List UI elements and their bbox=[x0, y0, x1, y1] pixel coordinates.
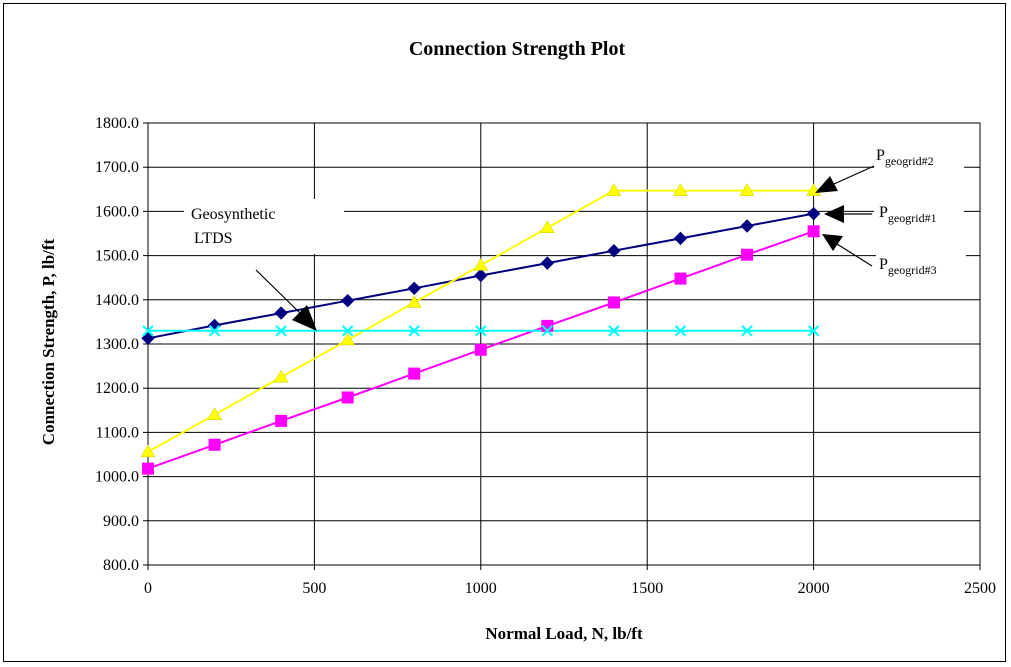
x-tick-label: 2500 bbox=[964, 580, 996, 597]
chart-frame: 800.0 900.0 1000.0 1100.0 1200.0 1300.0 1400.0… bbox=[3, 3, 1006, 662]
y-tick-label: 1800.0 bbox=[95, 115, 139, 132]
geogrid1-label: Pgeogrid#1 bbox=[879, 204, 937, 225]
data-point-ltds bbox=[142, 325, 154, 337]
ltds-arrow-line bbox=[255, 269, 303, 316]
data-point-ltds bbox=[608, 325, 620, 337]
tick-layer: 800.0 900.0 1000.0 1100.0 1200.0 1300.0 1400.0… bbox=[95, 115, 996, 597]
data-point-geogrid1 bbox=[607, 244, 621, 258]
y-tick-label: 800.0 bbox=[103, 557, 139, 574]
data-point-geogrid1 bbox=[274, 306, 288, 320]
geogrid3-label-bg bbox=[876, 255, 966, 285]
y-tick-label: 1200.0 bbox=[95, 380, 139, 397]
data-point-ltds bbox=[408, 325, 420, 337]
geogrid1-arrow-head bbox=[824, 205, 844, 223]
x-tick-label: 1000 bbox=[465, 580, 497, 597]
geogrid3-label: Pgeogrid#3 bbox=[879, 256, 937, 277]
y-tick-label: 1300.0 bbox=[95, 336, 139, 353]
data-point-ltds bbox=[208, 325, 221, 337]
data-point-geogrid2 bbox=[739, 183, 755, 196]
geogrid2-arrow-head bbox=[815, 176, 838, 193]
ltds-arrow-head bbox=[292, 305, 317, 331]
chart-svg: 800.0 900.0 1000.0 1100.0 1200.0 1300.0 1400.0… bbox=[39, 38, 996, 643]
x-tick-label: 2000 bbox=[798, 580, 830, 597]
y-tick-label: 900.0 bbox=[103, 513, 139, 530]
data-point-geogrid2 bbox=[273, 369, 289, 383]
data-point-geogrid1 bbox=[407, 281, 421, 296]
data-point-geogrid1 bbox=[340, 293, 355, 308]
data-point-geogrid2 bbox=[406, 294, 422, 308]
data-point-ltds bbox=[541, 325, 554, 337]
data-point-ltds bbox=[275, 325, 287, 337]
geogrid2-arrow-line bbox=[833, 165, 875, 185]
data-point-ltds bbox=[475, 325, 487, 337]
data-point-geogrid3 bbox=[275, 414, 288, 427]
y-tick-label: 1000.0 bbox=[95, 469, 139, 486]
geogrid1-label-bg bbox=[874, 200, 964, 230]
y-tick-label: 1400.0 bbox=[95, 292, 139, 309]
ltds-label-line2: LTDS bbox=[194, 230, 233, 247]
data-point-geogrid1 bbox=[673, 231, 688, 246]
data-point-geogrid3 bbox=[674, 272, 687, 285]
x-tick-label: 0 bbox=[144, 580, 152, 597]
y-tick-label: 1100.0 bbox=[96, 424, 139, 441]
data-point-geogrid2 bbox=[340, 332, 356, 346]
data-point-geogrid3 bbox=[341, 391, 354, 404]
data-point-geogrid1 bbox=[474, 268, 488, 283]
data-point-geogrid3 bbox=[408, 367, 421, 380]
data-point-geogrid2 bbox=[140, 444, 156, 458]
data-point-geogrid3 bbox=[741, 248, 754, 261]
geogrid2-label: Pgeogrid#2 bbox=[876, 147, 934, 168]
data-point-geogrid3 bbox=[142, 462, 154, 475]
data-point-ltds bbox=[341, 325, 354, 337]
data-point-geogrid1 bbox=[806, 206, 821, 221]
ltds-label-bg bbox=[184, 199, 344, 254]
chart-title: Connection Strength Plot bbox=[409, 38, 626, 60]
y-tick-label: 1500.0 bbox=[95, 248, 139, 265]
geogrid3-arrow-line bbox=[836, 243, 873, 267]
y-tick-label: 1700.0 bbox=[95, 159, 139, 176]
data-point-geogrid2 bbox=[606, 183, 622, 196]
data-point-geogrid2 bbox=[673, 183, 688, 196]
y-axis-title: Connection Strength, P, lb/ft bbox=[39, 238, 58, 445]
data-point-geogrid2 bbox=[473, 257, 489, 271]
data-point-geogrid3 bbox=[208, 438, 221, 451]
x-axis-title: Normal Load, N, lb/ft bbox=[485, 624, 643, 643]
data-point-geogrid2 bbox=[539, 220, 555, 234]
y-tick-label: 1600.0 bbox=[95, 203, 139, 220]
grid-layer bbox=[143, 122, 981, 570]
ltds-label-line1: Geosynthetic bbox=[191, 206, 275, 223]
x-tick-label: 500 bbox=[302, 580, 326, 597]
data-point-geogrid1 bbox=[141, 331, 155, 345]
data-point-geogrid1 bbox=[740, 219, 754, 233]
series-layer bbox=[140, 183, 822, 475]
data-point-ltds bbox=[741, 325, 753, 337]
data-point-ltds bbox=[674, 325, 687, 337]
data-point-geogrid2 bbox=[207, 407, 222, 420]
data-point-geogrid3 bbox=[607, 296, 620, 309]
data-point-ltds bbox=[807, 325, 820, 337]
data-point-geogrid1 bbox=[540, 256, 555, 270]
data-point-geogrid3 bbox=[807, 225, 820, 238]
geogrid3-arrow-head bbox=[822, 234, 843, 251]
data-point-geogrid3 bbox=[474, 343, 487, 356]
geogrid2-label-bg bbox=[874, 142, 964, 172]
x-tick-label: 1500 bbox=[631, 580, 663, 597]
